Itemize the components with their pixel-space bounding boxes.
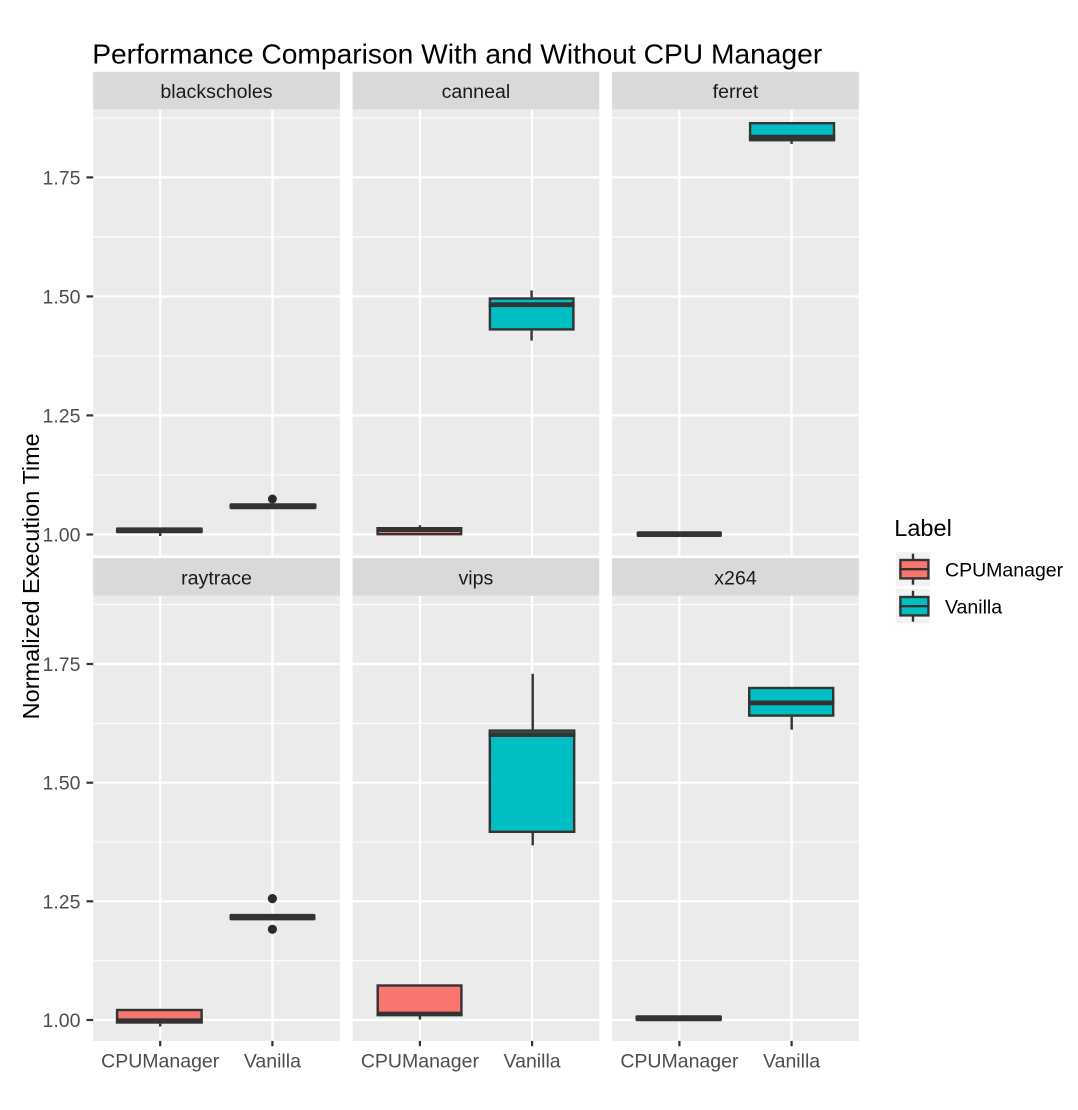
svg-text:x264: x264 — [714, 567, 757, 589]
svg-text:Label: Label — [894, 515, 952, 541]
svg-text:CPUManager: CPUManager — [101, 1051, 220, 1073]
svg-text:canneal: canneal — [442, 81, 511, 103]
svg-text:Vanilla: Vanilla — [244, 1051, 301, 1073]
svg-text:Vanilla: Vanilla — [504, 1051, 561, 1073]
svg-text:1.00: 1.00 — [43, 525, 81, 547]
svg-text:1.75: 1.75 — [43, 167, 81, 189]
svg-text:Normalized Execution Time: Normalized Execution Time — [18, 433, 44, 719]
svg-text:CPUManager: CPUManager — [620, 1051, 739, 1073]
svg-text:1.25: 1.25 — [43, 405, 81, 427]
svg-text:raytrace: raytrace — [181, 567, 252, 589]
svg-text:1.75: 1.75 — [43, 654, 81, 676]
svg-text:CPUManager: CPUManager — [361, 1051, 480, 1073]
svg-text:1.50: 1.50 — [43, 773, 81, 795]
svg-text:Vanilla: Vanilla — [945, 597, 1002, 619]
svg-text:Vanilla: Vanilla — [763, 1051, 820, 1073]
svg-text:Performance Comparison With an: Performance Comparison With and Without … — [92, 38, 822, 70]
svg-text:ferret: ferret — [713, 81, 759, 103]
svg-text:1.25: 1.25 — [43, 891, 81, 913]
svg-text:1.00: 1.00 — [43, 1010, 81, 1032]
svg-text:1.50: 1.50 — [43, 286, 81, 308]
svg-text:blackscholes: blackscholes — [160, 81, 272, 103]
svg-text:vips: vips — [458, 567, 493, 589]
svg-text:CPUManager: CPUManager — [945, 560, 1064, 582]
